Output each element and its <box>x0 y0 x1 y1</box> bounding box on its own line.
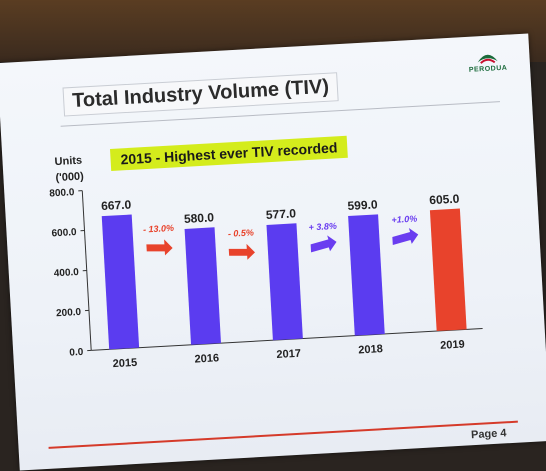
x-tick-label-2016: 2016 <box>194 352 219 365</box>
bar-2015 <box>102 214 139 349</box>
bar-2019 <box>430 209 467 331</box>
slide: PERODUA Total Industry Volume (TIV) Unit… <box>0 33 546 470</box>
x-tick-label-2018: 2018 <box>358 343 383 356</box>
x-tick-label-2015: 2015 <box>112 357 137 370</box>
y-tick-label: 800.0 <box>49 187 75 199</box>
data-label-2017: 577.0 <box>266 206 297 222</box>
change-label: +1.0% <box>391 214 417 225</box>
y-tick-label: 600.0 <box>51 227 77 239</box>
change-arrow-down <box>229 243 256 260</box>
data-label-2018: 599.0 <box>347 197 378 213</box>
y-tick-label: 400.0 <box>54 267 80 279</box>
data-label-2015: 667.0 <box>101 197 132 213</box>
y-tick-label: 200.0 <box>56 307 82 319</box>
change-label: - 0.5% <box>228 227 255 238</box>
bar-2018 <box>348 214 385 335</box>
change-arrow-down <box>146 239 173 256</box>
x-tick-label-2019: 2019 <box>440 339 465 352</box>
change-label: + 3.8% <box>308 221 337 233</box>
data-label-2016: 580.0 <box>184 210 215 226</box>
tiv-bar-chart: 0.0 200.0 400.0 600.0 800.0 667.0 2015 580.0 201… <box>0 33 546 442</box>
change-label: - 13.0% <box>143 223 175 235</box>
x-tick-label-2017: 2017 <box>276 348 301 361</box>
change-arrow-up <box>392 228 419 245</box>
bar-2017 <box>266 223 302 340</box>
y-tick-label: 0.0 <box>69 347 84 359</box>
change-arrow-up <box>310 235 337 252</box>
bar-2016 <box>185 227 221 344</box>
data-label-2019: 605.0 <box>429 192 460 208</box>
page-number: Page 4 <box>471 427 507 441</box>
